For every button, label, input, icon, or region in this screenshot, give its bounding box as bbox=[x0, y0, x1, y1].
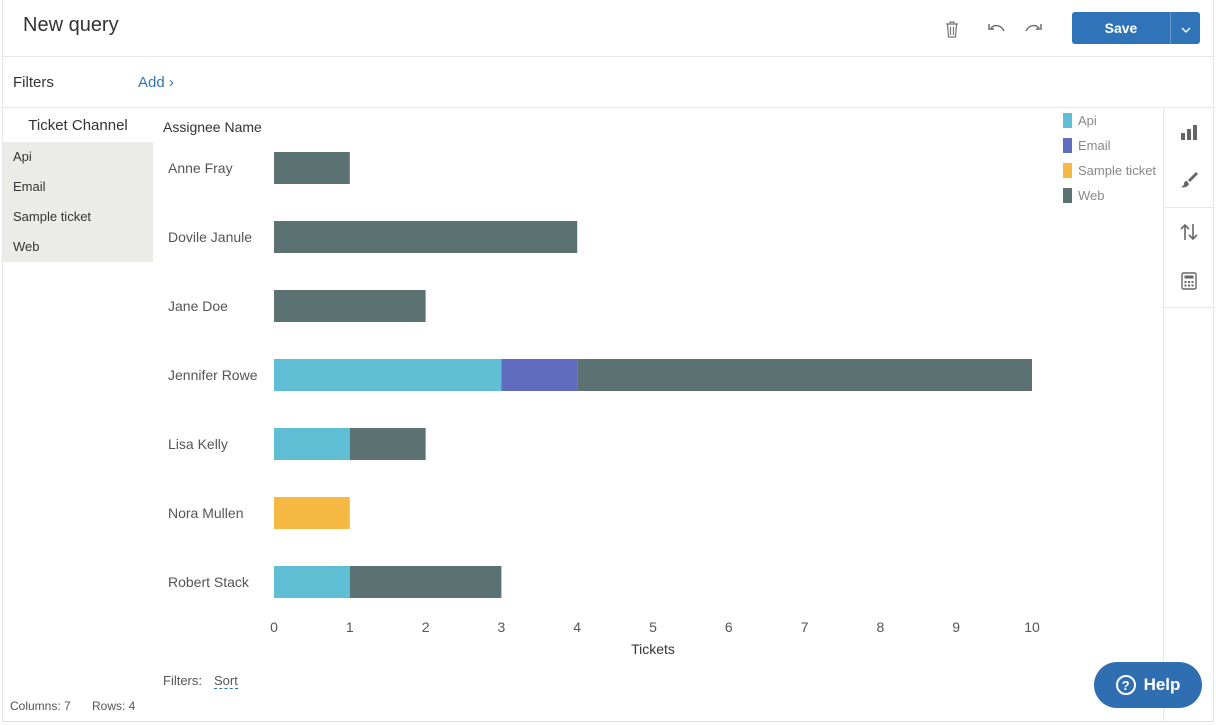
legend-item-api[interactable]: Api bbox=[1063, 113, 1156, 138]
ticket-channel-item-email[interactable]: Email bbox=[13, 179, 46, 194]
x-tick-label: 6 bbox=[725, 619, 733, 635]
ticket-channel-header: Ticket Channel bbox=[28, 117, 128, 134]
ticket-channel-item-sample-ticket[interactable]: Sample ticket bbox=[13, 209, 92, 224]
legend-swatch bbox=[1063, 163, 1072, 178]
x-tick-label: 10 bbox=[1024, 619, 1040, 635]
question-icon: ? bbox=[1115, 675, 1136, 695]
calculator-icon[interactable] bbox=[1164, 261, 1214, 301]
bar-jane-doe-web[interactable] bbox=[274, 290, 426, 322]
x-tick-label: 1 bbox=[346, 619, 354, 635]
save-options-button[interactable] bbox=[1170, 12, 1200, 44]
paintbrush-icon[interactable] bbox=[1164, 160, 1214, 200]
legend-swatch bbox=[1063, 113, 1072, 128]
x-axis-ticks: 0 1 2 3 4 5 6 7 8 9 10 bbox=[270, 619, 1040, 635]
ticket-channel-item-api[interactable]: Api bbox=[13, 149, 32, 164]
category-label: Jane Doe bbox=[168, 298, 228, 314]
x-tick-label: 5 bbox=[649, 619, 657, 635]
category-label: Robert Stack bbox=[168, 574, 250, 590]
x-tick-label: 3 bbox=[498, 619, 506, 635]
save-button[interactable]: Save bbox=[1072, 12, 1170, 44]
legend-label: Web bbox=[1078, 188, 1105, 203]
bar-lisa-kelly-web[interactable] bbox=[349, 428, 426, 460]
redo-icon[interactable] bbox=[1022, 18, 1044, 40]
rows-count: Rows: 4 bbox=[92, 699, 136, 713]
category-label: Anne Fray bbox=[168, 160, 233, 176]
help-button[interactable]: ? Help bbox=[1094, 662, 1202, 708]
y-axis-label: Assignee Name bbox=[163, 119, 262, 135]
legend-item-web[interactable]: Web bbox=[1063, 188, 1156, 213]
save-group: Save bbox=[1072, 12, 1200, 44]
x-axis-label: Tickets bbox=[631, 641, 675, 657]
filters-bar: Filters Add › bbox=[3, 57, 1214, 108]
ticket-channel-panel: Ticket Channel Api Email Sample ticket W… bbox=[3, 108, 153, 262]
toolbar-divider bbox=[1164, 307, 1214, 308]
x-tick-label: 4 bbox=[573, 619, 581, 635]
filters-label: Filters bbox=[13, 74, 54, 91]
bar-jennifer-rowe-api[interactable] bbox=[274, 359, 502, 391]
category-label: Dovile Janule bbox=[168, 229, 252, 245]
sort-arrows-icon[interactable] bbox=[1164, 212, 1214, 252]
chevron-down-icon bbox=[1181, 21, 1191, 36]
category-label: Jennifer Rowe bbox=[168, 367, 258, 383]
ticket-channel-item-web[interactable]: Web bbox=[13, 239, 40, 254]
bars-group bbox=[274, 152, 1032, 598]
legend-swatch bbox=[1063, 188, 1072, 203]
bar-jennifer-rowe-web[interactable] bbox=[577, 359, 1032, 391]
bar-robert-stack-api[interactable] bbox=[274, 566, 350, 598]
bar-dovile-janule-web[interactable] bbox=[274, 221, 578, 253]
right-toolbar bbox=[1163, 108, 1214, 722]
x-tick-label: 9 bbox=[952, 619, 960, 635]
bar-chart: Assignee Name Anne Fray Dovile Janule Jane… bbox=[163, 119, 1040, 657]
category-labels: Anne Fray Dovile Janule Jane Doe Jennifer R… bbox=[168, 160, 258, 590]
bar-nora-mullen-sample-ticket[interactable] bbox=[274, 497, 350, 529]
legend-item-email[interactable]: Email bbox=[1063, 138, 1156, 163]
category-label: Nora Mullen bbox=[168, 505, 243, 521]
help-label: Help bbox=[1143, 675, 1181, 694]
bar-robert-stack-web[interactable] bbox=[349, 566, 502, 598]
bar-chart-icon[interactable] bbox=[1164, 112, 1214, 152]
chart-legend: Api Email Sample ticket Web bbox=[1063, 113, 1156, 213]
trash-icon[interactable] bbox=[941, 18, 963, 40]
legend-label: Sample ticket bbox=[1078, 163, 1157, 178]
legend-label: Email bbox=[1078, 138, 1111, 153]
legend-swatch bbox=[1063, 138, 1072, 153]
x-tick-label: 0 bbox=[270, 619, 278, 635]
toolbar-divider bbox=[1164, 207, 1214, 208]
query-header: New query Save bbox=[3, 0, 1214, 57]
add-filter-link[interactable]: Add › bbox=[138, 74, 174, 91]
legend-item-sample-ticket[interactable]: Sample ticket bbox=[1063, 163, 1156, 188]
x-tick-label: 8 bbox=[877, 619, 885, 635]
category-label: Lisa Kelly bbox=[168, 436, 228, 452]
x-tick-label: 7 bbox=[801, 619, 809, 635]
footer-filters-label: Filters: bbox=[163, 673, 202, 688]
x-tick-label: 2 bbox=[422, 619, 430, 635]
page-title: New query bbox=[23, 14, 119, 36]
ticket-channel-list: Api Email Sample ticket Web bbox=[3, 142, 153, 262]
undo-icon[interactable] bbox=[986, 18, 1008, 40]
bar-lisa-kelly-api[interactable] bbox=[274, 428, 350, 460]
bar-anne-fray-web[interactable] bbox=[274, 152, 350, 184]
legend-label: Api bbox=[1078, 113, 1097, 128]
footer-sort-link[interactable]: Sort bbox=[214, 673, 238, 689]
columns-count: Columns: 7 bbox=[10, 699, 71, 713]
bar-jennifer-rowe-email[interactable] bbox=[501, 359, 578, 391]
